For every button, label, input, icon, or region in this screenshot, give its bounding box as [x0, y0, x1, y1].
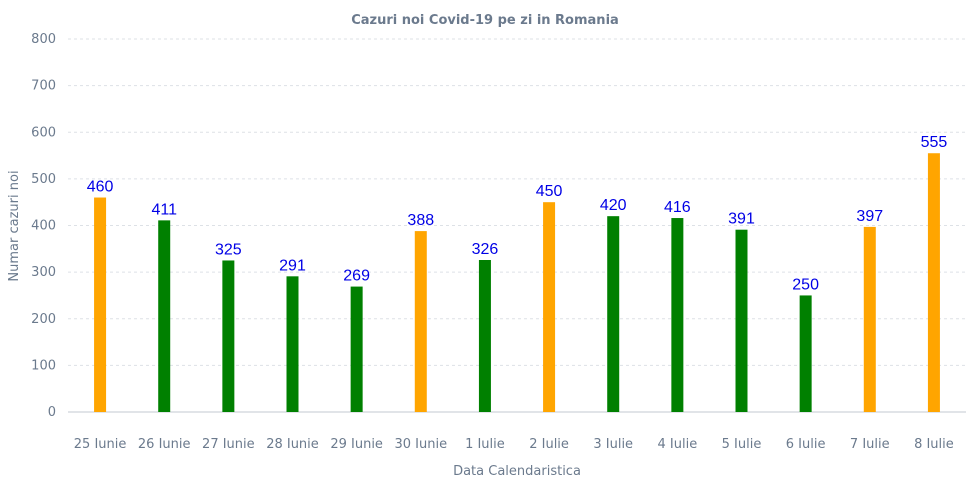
y-tick-label: 200	[31, 312, 56, 327]
x-axis-ticks: 25 Iunie 26 Iunie 27 Iunie 28 Iunie 29 Iunie…	[74, 437, 954, 452]
bars	[94, 153, 940, 412]
x-tick-label: 1 Iulie	[465, 437, 505, 452]
data-label: 250	[792, 276, 819, 293]
bar[interactable]	[927, 153, 940, 412]
y-axis-ticks: 0 100 200 300 400 500 600 700 800	[31, 32, 56, 420]
data-label: 388	[407, 212, 434, 229]
bar[interactable]	[286, 276, 299, 412]
x-tick-label: 27 Iunie	[202, 437, 255, 452]
bar[interactable]	[543, 202, 556, 412]
x-tick-label: 2 Iulie	[529, 437, 569, 452]
x-tick-label: 5 Iulie	[722, 437, 762, 452]
data-label: 420	[600, 197, 627, 214]
y-tick-label: 0	[48, 405, 56, 420]
bar[interactable]	[158, 220, 171, 412]
bar[interactable]	[799, 295, 812, 412]
bar[interactable]	[414, 231, 427, 412]
bar[interactable]	[607, 216, 620, 412]
bar[interactable]	[222, 260, 235, 412]
data-label: 450	[536, 183, 563, 200]
data-label: 555	[921, 134, 948, 151]
x-tick-label: 25 Iunie	[74, 437, 127, 452]
data-label: 291	[279, 257, 306, 274]
chart-title: Cazuri noi Covid-19 pe zi in Romania	[351, 13, 619, 28]
data-labels: 460 411 325 291 269 388 326 450 420 416 391 250 397 5…	[87, 134, 948, 293]
x-tick-label: 3 Iulie	[593, 437, 633, 452]
x-axis-label: Data Calendaristica	[453, 464, 581, 479]
data-label: 325	[215, 241, 242, 258]
y-tick-label: 500	[31, 172, 56, 187]
x-tick-label: 4 Iulie	[658, 437, 698, 452]
y-tick-label: 400	[31, 219, 56, 234]
x-tick-label: 30 Iunie	[394, 437, 447, 452]
data-label: 326	[472, 241, 499, 258]
y-tick-label: 300	[31, 265, 56, 280]
x-tick-label: 26 Iunie	[138, 437, 191, 452]
y-tick-label: 600	[31, 125, 56, 140]
gridlines	[68, 38, 966, 413]
y-tick-label: 700	[31, 79, 56, 94]
data-label: 460	[87, 179, 114, 196]
data-label: 397	[856, 208, 883, 225]
data-label: 269	[343, 268, 370, 285]
bar[interactable]	[94, 197, 107, 412]
bar[interactable]	[735, 229, 748, 412]
bar[interactable]	[671, 218, 684, 412]
bar[interactable]	[350, 286, 363, 412]
x-tick-label: 8 Iulie	[914, 437, 954, 452]
data-label: 391	[728, 211, 755, 228]
bar[interactable]	[478, 260, 491, 412]
x-tick-label: 28 Iunie	[266, 437, 319, 452]
x-tick-label: 29 Iunie	[330, 437, 383, 452]
bar[interactable]	[863, 226, 876, 412]
data-label: 411	[151, 201, 177, 218]
y-tick-label: 100	[31, 358, 56, 373]
x-tick-label: 6 Iulie	[786, 437, 826, 452]
x-tick-label: 7 Iulie	[850, 437, 890, 452]
data-label: 416	[664, 199, 691, 216]
y-tick-label: 800	[31, 32, 56, 47]
y-axis-label: Numar cazuri noi	[7, 170, 22, 281]
